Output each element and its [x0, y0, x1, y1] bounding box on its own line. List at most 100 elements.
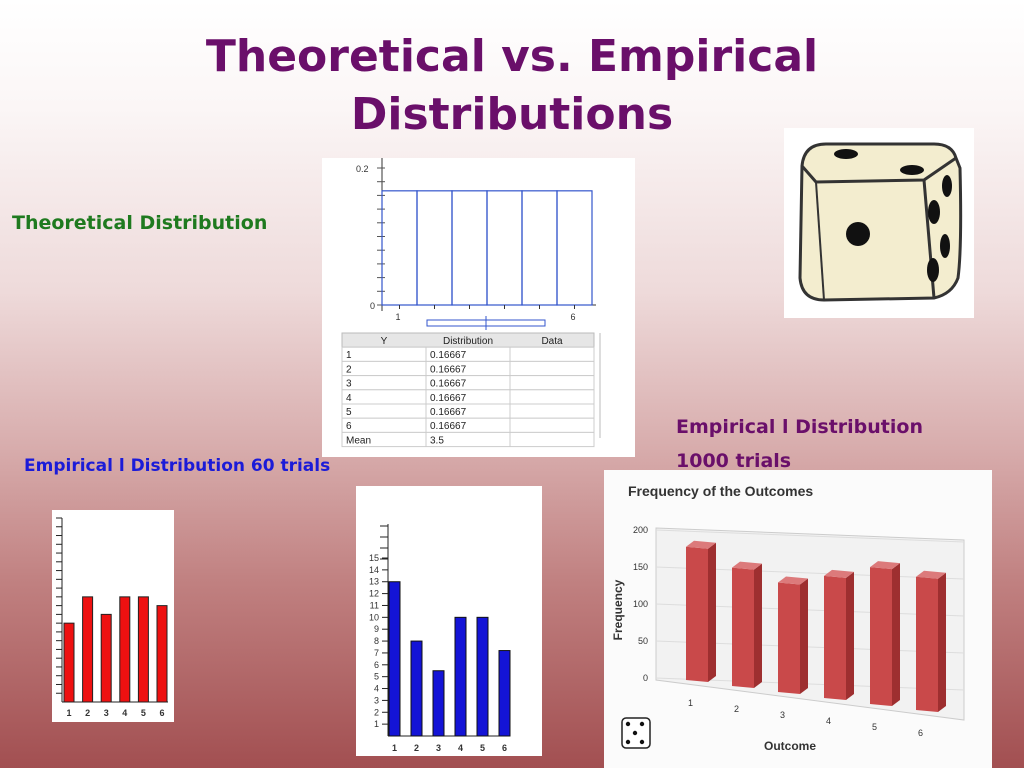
y-tick-label: 12: [369, 589, 379, 599]
table-row: [341, 403, 595, 419]
die-pip: [639, 721, 645, 727]
y-tick-label: 150: [633, 562, 648, 572]
table-row: [341, 375, 595, 391]
theoretical-chart: 0.2 0 1 6 Y Distribution Data 1 0.16667 2 0.16667 3…: [341, 158, 601, 448]
y-tick-label: 8: [374, 636, 379, 646]
bar: [63, 622, 75, 703]
y-tick-label: 0: [643, 673, 648, 683]
table-row: [341, 431, 595, 448]
bar: [432, 670, 445, 737]
y-tick-label: 4: [374, 684, 379, 694]
bar: [388, 581, 401, 737]
y-tick-label: 100: [633, 599, 648, 609]
table-row: [341, 417, 595, 433]
y-tick-label: 11: [370, 600, 379, 610]
bar: [476, 616, 489, 737]
empirical-1000-label-line1: Empirical l Distribution: [676, 416, 923, 438]
y-tick-label: 9: [374, 624, 379, 634]
bar: [451, 190, 488, 306]
die-face-icon: [798, 142, 963, 302]
x-tick-label: 2: [85, 708, 90, 718]
y-tick-label: 0.2: [356, 164, 369, 174]
empirical-60-red-chart: 1 2 3 4 5 6: [56, 517, 168, 718]
title-line-1: Theoretical vs. Empirical: [205, 31, 819, 82]
empirical-60-label: Empirical l Distribution 60 trials: [24, 456, 331, 476]
table-row: [341, 389, 595, 405]
x-tick-label: 5: [872, 722, 877, 732]
bar: [381, 190, 418, 306]
bar-top: [686, 540, 716, 549]
table-cell: 6: [346, 421, 352, 432]
table-header-cell: Data: [541, 336, 563, 347]
empirical-60-red-chart-panel: 1 2 3 4 5 6: [52, 510, 174, 722]
bar-side: [754, 563, 762, 688]
table-cell: 3.5: [430, 435, 444, 446]
table-cell: 3: [346, 379, 352, 390]
theoretical-label: Theoretical Distribution: [12, 212, 268, 234]
y-tick-label: 2: [374, 707, 379, 717]
bar-side: [800, 578, 808, 694]
empirical-1000-chart: Frequency of the Outcomes 0 50 100 150 200 Fre…: [611, 483, 965, 753]
x-tick-label: 4: [122, 708, 127, 718]
x-tick-label: 6: [918, 728, 923, 738]
table-header-cell: Distribution: [443, 336, 493, 347]
x-tick-label: 5: [480, 743, 485, 753]
bar: [100, 613, 112, 703]
die-pip: [625, 721, 631, 727]
bar: [454, 616, 467, 737]
table-cell: 0.16667: [430, 393, 467, 404]
empirical-60-blue-chart-panel: 1 2 3 4 5 6 7 8 9 10 11 12 13 14 15 1 2 3 4 5 6: [356, 486, 542, 756]
die-image: [784, 128, 974, 318]
table-row: [341, 360, 595, 377]
x-tick-label: 6: [502, 743, 507, 753]
y-tick-label: 7: [374, 648, 379, 658]
bar: [82, 596, 94, 703]
table-cell: 1: [346, 350, 352, 361]
bar-side: [938, 572, 946, 712]
y-tick-label: 0: [370, 301, 375, 311]
y-tick-label: 5: [374, 672, 379, 682]
table-cell: 4: [346, 393, 352, 404]
bar-top: [778, 576, 808, 585]
bar: [686, 546, 708, 682]
bar-side: [708, 542, 716, 682]
table-cell: 0.16667: [430, 350, 467, 361]
y-tick-label: 200: [633, 525, 648, 535]
bar: [137, 596, 149, 703]
x-tick-label: 1: [688, 698, 693, 708]
empirical-1000-label: Empirical l Distribution 1000 trials: [676, 410, 1016, 478]
y-tick-label: 6: [374, 660, 379, 670]
x-tick-label: 3: [780, 710, 785, 720]
x-tick-label: 3: [104, 708, 109, 718]
bar: [521, 190, 558, 306]
table-cell: 0.16667: [430, 379, 467, 390]
bar: [119, 596, 131, 703]
bar-top: [732, 561, 762, 570]
y-axis-label: Frequency: [611, 579, 625, 640]
slide-title: Theoretical vs. Empirical Distributions: [0, 28, 1024, 144]
bar-top: [916, 570, 946, 579]
y-tick-label: 1: [374, 719, 379, 729]
bar-side: [846, 571, 854, 700]
x-tick-label: 1: [66, 708, 71, 718]
x-axis-label: Outcome: [764, 739, 816, 753]
x-tick-label: 6: [159, 708, 164, 718]
x-tick-label: 6: [571, 312, 576, 322]
bar: [498, 650, 511, 737]
theoretical-chart-panel: 0.2 0 1 6 Y Distribution Data 1 0.16667 2 0.16667 3…: [322, 158, 635, 457]
y-tick-label: 10: [369, 612, 379, 622]
empirical-1000-chart-panel: Frequency of the Outcomes 0 50 100 150 200 Fre…: [604, 470, 992, 768]
x-tick-label: 4: [826, 716, 831, 726]
table-cell: 2: [346, 364, 352, 375]
table-cell: 0.16667: [430, 421, 467, 432]
bar-top: [870, 561, 900, 570]
x-tick-label: 3: [436, 743, 441, 753]
y-tick-label: 3: [374, 695, 379, 705]
table-cell: 0.16667: [430, 407, 467, 418]
table-cell: 5: [346, 407, 352, 418]
y-tick-label: 50: [638, 636, 648, 646]
x-tick-label: 1: [396, 312, 401, 322]
bar: [732, 567, 754, 688]
bar: [410, 640, 423, 737]
die-pip: [625, 739, 631, 745]
